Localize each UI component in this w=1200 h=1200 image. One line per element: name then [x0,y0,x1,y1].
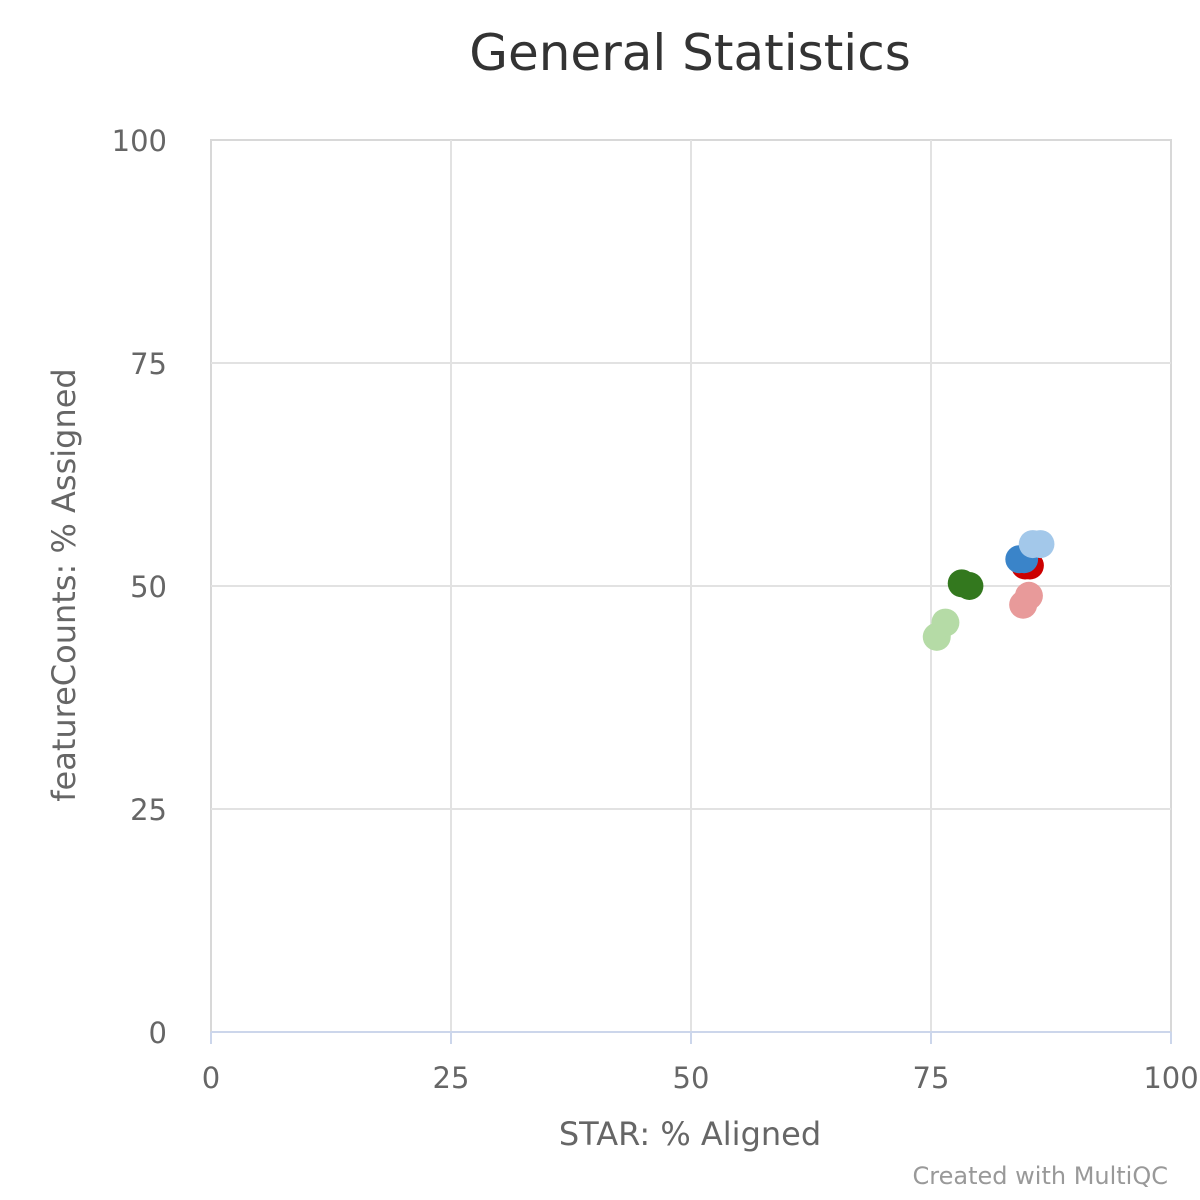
y-tick-label: 25 [130,793,167,827]
scatter-point[interactable] [955,572,984,600]
grid [210,139,1172,1044]
x-tick-label: 100 [1143,1061,1198,1095]
scatter-point[interactable] [1014,581,1043,610]
x-tick-label: 25 [433,1061,470,1095]
scatter-point[interactable] [1026,530,1055,559]
x-tick-label: 0 [202,1061,220,1095]
x-tick-label: 75 [913,1061,950,1095]
x-axis-label: STAR: % Aligned [559,1115,821,1153]
x-tick-label: 50 [673,1061,710,1095]
chart-title: General Statistics [469,24,911,82]
data-points [922,530,1055,651]
scatter-point[interactable] [931,608,960,637]
credit-text[interactable]: Created with MultiQC [913,1162,1168,1190]
tick-labels: 0 25 50 75 100 0 25 50 75 100 [112,124,1199,1095]
y-tick-label: 100 [112,124,167,158]
y-tick-label: 75 [130,347,167,381]
y-axis-label: featureCounts: % Assigned [45,368,83,801]
y-tick-label: 50 [130,570,167,604]
y-tick-label: 0 [149,1016,167,1050]
